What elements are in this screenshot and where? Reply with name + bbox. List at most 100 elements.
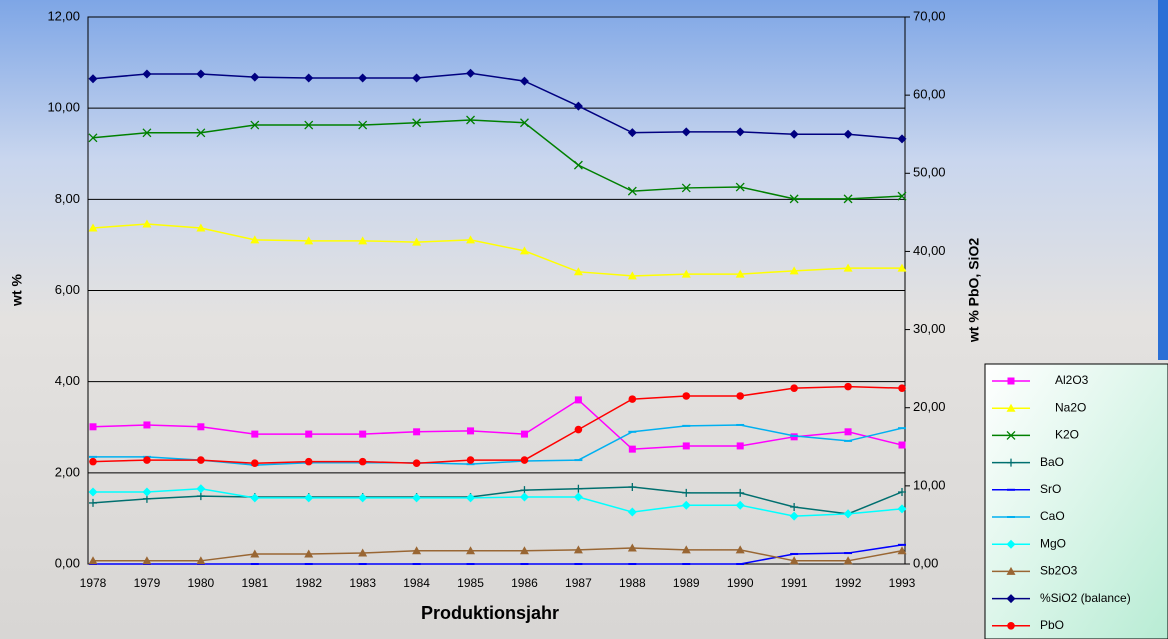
legend-label: K2O	[1055, 428, 1079, 442]
x-tick-label: 1992	[835, 576, 862, 590]
series-line	[93, 544, 903, 565]
data-point	[196, 128, 206, 138]
data-point	[519, 76, 529, 86]
data-point	[735, 182, 745, 192]
x-tick-label: 1984	[403, 576, 430, 590]
data-point	[520, 118, 529, 128]
series-line	[93, 424, 903, 466]
data-point	[466, 235, 476, 244]
edge-strip	[1158, 0, 1168, 360]
data-point	[898, 441, 906, 449]
x-tick-label: 1990	[727, 576, 754, 590]
data-point	[413, 428, 421, 436]
data-point	[789, 266, 799, 275]
data-point	[197, 456, 205, 464]
y-tick-label: 0,00	[55, 555, 80, 570]
data-point	[358, 548, 368, 557]
data-point	[142, 69, 152, 79]
data-point	[466, 546, 476, 555]
series-line	[92, 223, 902, 277]
data-point	[897, 191, 907, 201]
data-point	[519, 546, 529, 555]
data-point	[573, 267, 583, 276]
data-point	[304, 549, 314, 558]
data-point	[143, 421, 151, 429]
data-point	[142, 219, 152, 228]
data-point	[897, 263, 907, 272]
data-point	[519, 246, 529, 255]
data-point	[250, 493, 260, 503]
data-point	[843, 263, 853, 272]
data-point	[573, 101, 583, 111]
data-point	[88, 74, 98, 84]
data-point	[250, 549, 260, 558]
data-point	[466, 493, 476, 503]
legend-label: CaO	[1040, 509, 1065, 523]
data-point	[628, 482, 637, 491]
data-point	[88, 487, 98, 497]
y-tick-label: 8,00	[55, 191, 80, 206]
y-tick-label: 10,00	[47, 100, 80, 115]
legend-marker	[1007, 622, 1015, 630]
data-point	[250, 235, 260, 244]
x-tick-label: 1983	[349, 576, 376, 590]
data-point	[358, 457, 367, 466]
data-point	[736, 442, 744, 450]
data-point	[573, 545, 583, 554]
data-point	[89, 423, 97, 431]
legend-label: PbO	[1040, 618, 1064, 632]
data-point	[789, 511, 799, 521]
series-line	[92, 385, 903, 464]
data-point	[573, 160, 583, 170]
data-point	[627, 271, 637, 280]
data-point	[358, 120, 368, 130]
data-point	[790, 503, 799, 512]
data-point	[88, 223, 98, 232]
data-point	[681, 545, 691, 554]
data-point	[790, 384, 798, 392]
data-point	[627, 128, 637, 138]
data-point	[628, 445, 636, 453]
legend-label: %SiO2 (balance)	[1040, 591, 1131, 605]
x-tick-label: 1978	[80, 576, 107, 590]
data-point	[682, 392, 691, 400]
data-point	[359, 430, 367, 438]
legend-label: Sb2O3	[1040, 564, 1078, 578]
y-tick-label: 2,00	[55, 464, 80, 479]
series-line	[92, 398, 903, 450]
data-point	[789, 194, 799, 204]
data-point	[466, 68, 476, 78]
legend-label: MgO	[1040, 536, 1066, 550]
data-point	[196, 492, 205, 501]
legend-marker	[1006, 539, 1016, 549]
data-point	[735, 545, 745, 554]
data-point	[88, 133, 98, 143]
data-point	[735, 500, 745, 510]
data-point	[843, 509, 853, 519]
data-point	[304, 120, 314, 130]
data-point	[251, 430, 259, 438]
data-point	[196, 223, 206, 232]
data-point	[358, 236, 368, 245]
data-point	[412, 459, 421, 467]
data-point	[897, 504, 907, 514]
y-tick-label: 6,00	[55, 282, 80, 297]
legend	[984, 363, 1168, 639]
data-point	[898, 487, 906, 496]
y-tick-label: 4,00	[55, 373, 80, 388]
data-point	[142, 128, 152, 138]
x-tick-label: 1982	[295, 576, 322, 590]
data-point	[736, 488, 745, 497]
data-point	[142, 487, 152, 497]
data-point	[466, 456, 475, 464]
x-tick-label: 1988	[619, 576, 646, 590]
x-tick-label: 1979	[134, 576, 161, 590]
data-point	[89, 498, 97, 507]
data-point	[682, 488, 691, 497]
data-point	[681, 269, 691, 278]
y2-tick-label: 50,00	[913, 165, 946, 180]
data-point	[843, 556, 853, 565]
data-point	[574, 484, 583, 493]
data-point	[843, 194, 853, 204]
